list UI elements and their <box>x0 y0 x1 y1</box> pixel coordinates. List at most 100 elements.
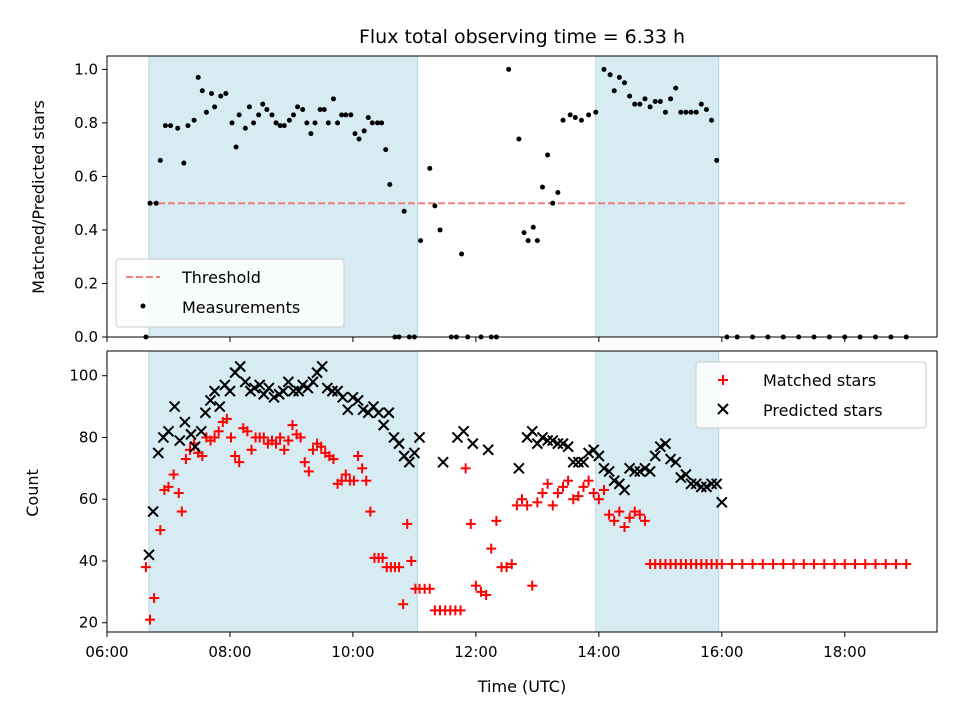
matched-point <box>491 515 502 526</box>
measurement-point <box>437 227 443 233</box>
predicted-point <box>208 385 221 397</box>
top-shaded-interval-1 <box>595 55 720 338</box>
measurement-point <box>668 96 674 102</box>
measurement-point <box>709 117 715 123</box>
matched-point <box>316 441 327 452</box>
bottom-axes-frame <box>106 350 938 633</box>
predicted-point <box>357 403 369 416</box>
measurement-point <box>175 125 181 131</box>
measurement-point <box>304 120 310 126</box>
measurement-point <box>264 107 270 113</box>
legend-measurements-swatch <box>140 303 146 309</box>
measurement-point <box>286 117 292 123</box>
predicted-point <box>248 382 261 394</box>
predicted-point <box>316 360 328 373</box>
predicted-point <box>189 441 201 453</box>
measurement-point <box>678 109 684 115</box>
measurement-point <box>242 125 248 131</box>
top-y-tick-label-2: 0.4 <box>74 221 98 239</box>
predicted-point <box>224 385 236 397</box>
measurement-point <box>168 123 174 129</box>
measurement-point <box>530 224 536 230</box>
top-axes-frame <box>106 55 938 338</box>
measurement-point <box>506 66 512 72</box>
measurement-point <box>356 136 362 142</box>
matched-point <box>891 559 902 570</box>
matched-point <box>557 481 568 492</box>
matched-point <box>588 488 599 499</box>
bottom-y-axis-label: Count <box>23 469 42 517</box>
predicted-point <box>669 456 682 468</box>
matched-point <box>850 559 861 570</box>
x-axis-label: Time (UTC) <box>477 677 566 696</box>
matched-point <box>394 562 405 573</box>
measurement-point <box>195 74 201 80</box>
predicted-point <box>700 481 713 493</box>
measurement-point <box>229 120 235 126</box>
matched-point <box>537 488 548 499</box>
measurement-point <box>459 251 465 257</box>
matched-point <box>303 466 314 477</box>
measurement-point <box>662 109 668 115</box>
matched-point <box>809 559 820 570</box>
matched-point <box>246 444 257 455</box>
matched-point <box>213 426 224 437</box>
measurement-point <box>637 101 643 107</box>
predicted-point <box>639 462 651 475</box>
bottom-y-tick-label-1: 40 <box>79 552 98 570</box>
predicted-point <box>634 465 646 478</box>
predicted-point <box>675 471 687 484</box>
predicted-point <box>541 434 554 447</box>
measurement-point <box>273 120 279 126</box>
matched-point <box>583 475 594 486</box>
matched-point <box>230 450 241 461</box>
top-y-tick-label-0: 0.0 <box>74 328 98 346</box>
matched-point <box>573 491 584 502</box>
predicted-point <box>179 416 191 428</box>
predicted-point <box>143 549 155 561</box>
matched-point <box>568 494 579 505</box>
matched-point <box>340 469 351 480</box>
matched-point <box>747 559 758 570</box>
measurement-point <box>339 112 345 118</box>
legend-matched-swatch <box>718 375 728 385</box>
predicted-point <box>326 385 339 397</box>
predicted-point <box>690 478 702 490</box>
predicted-point <box>618 484 631 496</box>
matched-point <box>470 580 481 591</box>
predicted-point <box>582 447 595 459</box>
matched-point <box>481 589 492 600</box>
measurement-point <box>427 165 433 171</box>
matched-point <box>155 525 166 536</box>
matched-point <box>476 586 487 597</box>
measurement-point <box>647 104 653 110</box>
measurement-point <box>317 107 323 113</box>
predicted-point <box>297 379 309 391</box>
measurement-point <box>673 85 679 91</box>
predicted-point <box>457 425 470 437</box>
measurement-point <box>714 157 720 163</box>
legend-matched-label: Matched stars <box>763 371 876 390</box>
bottom-y-tick-label-2: 60 <box>79 490 98 508</box>
matched-point <box>197 450 208 461</box>
predicted-point <box>547 434 559 447</box>
matched-point <box>727 559 738 570</box>
matched-point <box>365 506 376 517</box>
measurement-point <box>418 238 424 244</box>
matched-point <box>460 463 471 474</box>
bottom-y-tick-label-0: 20 <box>79 614 98 632</box>
predicted-point <box>347 391 359 404</box>
measurement-point <box>383 147 389 153</box>
matched-point <box>242 426 253 437</box>
measurement-point <box>703 107 709 113</box>
measurement-point <box>330 96 336 102</box>
predicted-point <box>393 437 405 450</box>
measurement-point <box>260 101 266 107</box>
predicted-point <box>336 391 349 404</box>
predicted-point <box>253 379 266 391</box>
matched-point <box>547 500 558 511</box>
matched-point <box>527 580 538 591</box>
predicted-point <box>214 400 226 413</box>
matched-point <box>168 469 179 480</box>
